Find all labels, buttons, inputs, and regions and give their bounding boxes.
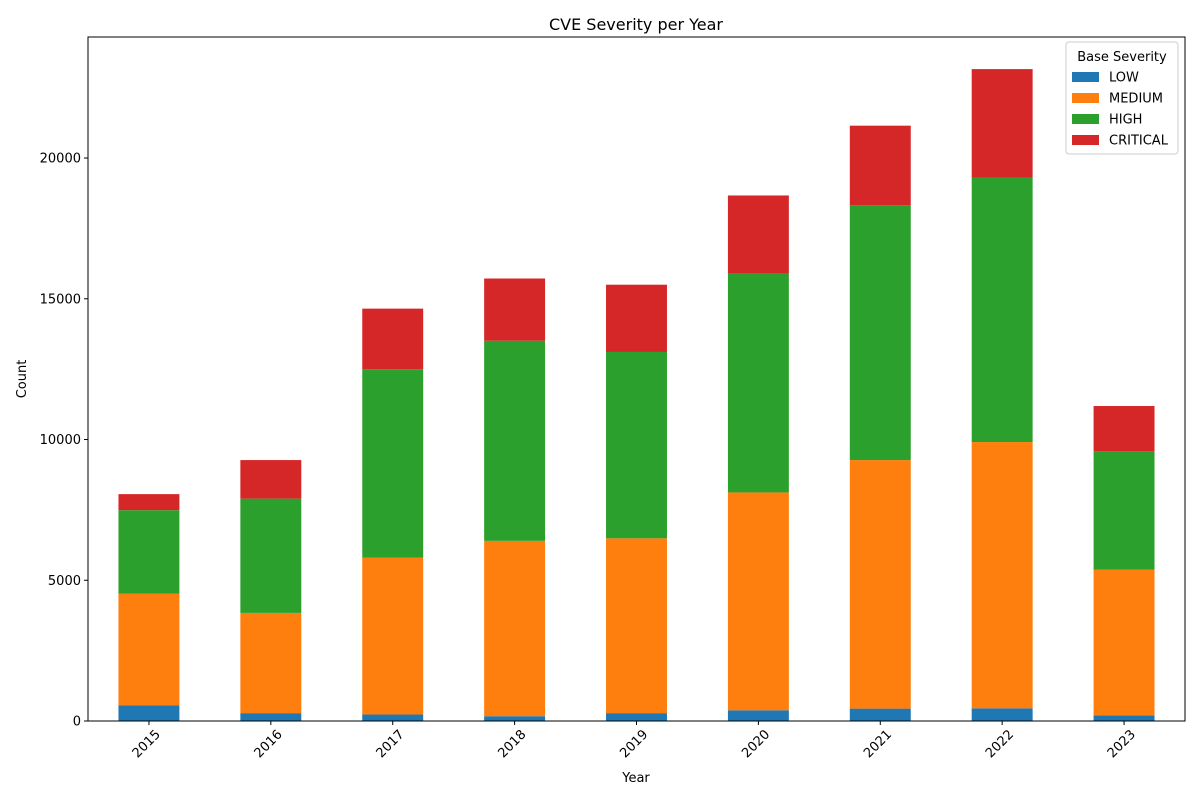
bar-critical-2016	[240, 460, 302, 499]
y-tick-label: 15000	[40, 292, 81, 307]
bar-critical-2018	[484, 278, 546, 341]
bars-layer	[118, 69, 1155, 721]
bar-high-2021	[849, 205, 911, 461]
x-tick-label-2022: 2022	[983, 727, 1017, 761]
legend-title: Base Severity	[1077, 50, 1167, 65]
bar-high-2020	[727, 273, 789, 493]
y-axis: 0 5000 10000 15000 20000	[40, 152, 88, 730]
x-tick-label-2018: 2018	[495, 727, 529, 761]
bar-medium-2018	[484, 540, 546, 717]
bar-medium-2015	[118, 593, 180, 706]
chart-title: CVE Severity per Year	[549, 15, 723, 34]
bar-critical-2022	[971, 69, 1033, 178]
legend-swatch-low	[1072, 72, 1099, 82]
legend-box	[1065, 41, 1179, 155]
x-tick-label-2017: 2017	[374, 727, 408, 761]
bar-low-2019	[606, 713, 667, 721]
y-tick-label: 20000	[40, 152, 81, 167]
y-axis-label: Count	[15, 360, 30, 399]
x-tick-label-2019: 2019	[617, 727, 651, 761]
legend-label-high: HIGH	[1109, 113, 1142, 128]
bar-medium-2019	[606, 538, 667, 714]
x-tick-label-2015: 2015	[130, 727, 164, 761]
bar-high-2023	[1093, 451, 1155, 570]
y-tick-label: 10000	[40, 433, 81, 448]
x-tick-label-2021: 2021	[861, 727, 895, 761]
bar-medium-2023	[1093, 569, 1155, 716]
bar-high-2015	[118, 510, 180, 594]
bar-high-2022	[971, 177, 1033, 443]
legend-label-low: LOW	[1109, 71, 1139, 86]
bar-medium-2021	[849, 460, 911, 709]
x-axis-label: Year	[621, 771, 650, 786]
legend-swatch-high	[1072, 114, 1099, 124]
x-tick-label-2020: 2020	[739, 727, 773, 761]
bar-critical-2023	[1093, 406, 1155, 452]
bar-low-2023	[1093, 715, 1155, 721]
legend-swatch-critical	[1072, 135, 1099, 145]
y-tick-label: 0	[73, 715, 81, 730]
bar-high-2017	[362, 369, 424, 558]
bar-high-2019	[606, 351, 667, 539]
legend-label-medium: MEDIUM	[1109, 92, 1163, 107]
bar-medium-2020	[727, 492, 789, 711]
bar-critical-2020	[727, 195, 789, 274]
bar-medium-2017	[362, 557, 424, 715]
bar-low-2022	[971, 708, 1033, 721]
bar-low-2020	[727, 710, 789, 721]
bar-low-2021	[849, 708, 911, 721]
bar-critical-2021	[849, 125, 911, 206]
x-tick-label-2023: 2023	[1105, 727, 1139, 761]
bar-critical-2015	[118, 494, 180, 511]
legend-swatch-medium	[1072, 93, 1099, 103]
bar-critical-2017	[362, 308, 424, 370]
y-tick-label: 5000	[48, 574, 81, 589]
bar-high-2018	[484, 340, 546, 541]
bar-low-2016	[240, 713, 302, 721]
bar-medium-2022	[971, 442, 1033, 709]
bar-critical-2019	[606, 284, 667, 352]
bar-high-2016	[240, 498, 302, 613]
bar-medium-2016	[240, 612, 302, 714]
legend: Base Severity LOW MEDIUM HIGH CRITICAL	[1065, 41, 1179, 155]
x-axis: 2015 2016 2017 2018 2019 2020 2021 2022 2023	[130, 721, 1139, 761]
legend-label-critical: CRITICAL	[1109, 134, 1169, 149]
bar-low-2018	[484, 716, 546, 721]
bar-low-2017	[362, 714, 424, 721]
bar-low-2015	[118, 705, 180, 721]
x-tick-label-2016: 2016	[252, 727, 286, 761]
